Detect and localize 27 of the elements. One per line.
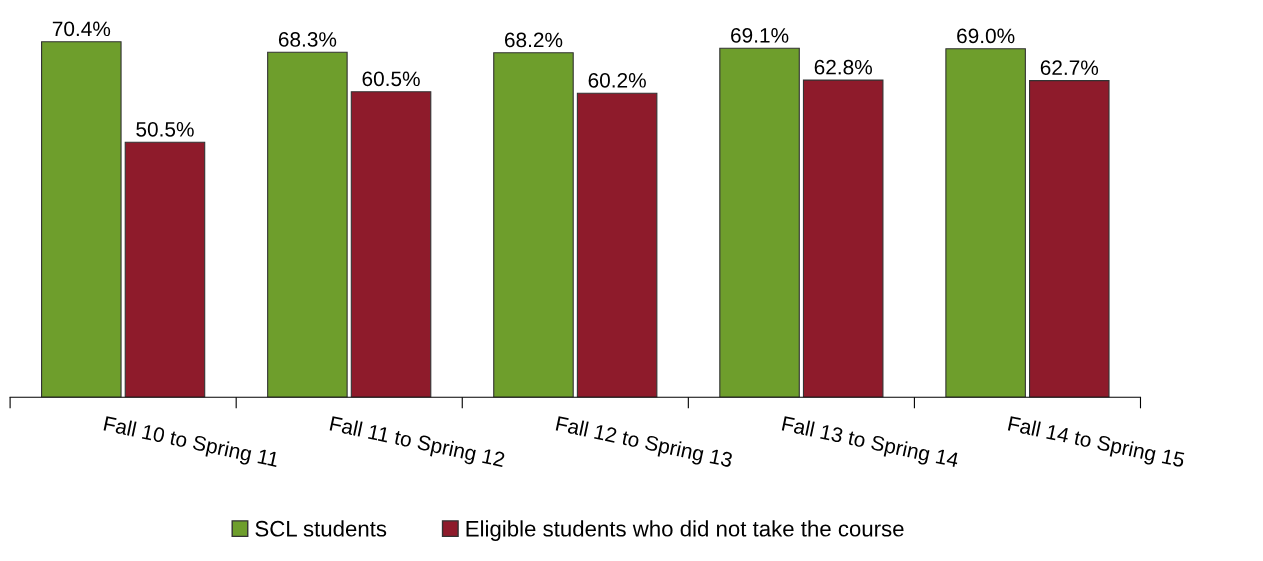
data-label: 62.7%: [1040, 60, 1099, 76]
bar: [719, 47, 800, 398]
data-label: 68.3%: [278, 32, 337, 47]
bar: [493, 52, 574, 398]
data-label: 60.2%: [588, 72, 646, 88]
data-label: 50.5%: [136, 121, 194, 137]
bar: [802, 79, 884, 398]
x-tick-label: Fall 13 to Spring 14: [780, 415, 960, 472]
legend-label: SCL students: [255, 520, 387, 537]
x-tick-label: Fall 11 to Spring 12: [328, 415, 506, 472]
data-label: 68.2%: [505, 32, 563, 48]
data-label: 62.8%: [814, 59, 872, 75]
bar: [945, 48, 1026, 398]
bar: [1028, 80, 1110, 398]
x-tick-label: Fall 14 to Spring 15: [1007, 415, 1186, 472]
data-label: 60.5%: [362, 71, 420, 87]
bar: [124, 141, 206, 398]
data-label: 69.0%: [957, 28, 1015, 44]
bar: [267, 51, 348, 398]
legend-label: Eligible students who did not take the course: [466, 520, 904, 541]
bar: [350, 91, 432, 398]
data-label: 69.1%: [731, 28, 789, 43]
bar: [576, 92, 658, 398]
data-label: 70.4%: [52, 21, 111, 37]
x-tick-label: Fall 12 to Spring 13: [554, 415, 734, 472]
bar: [41, 41, 122, 398]
x-tick-label: Fall 10 to Spring 11: [102, 415, 280, 472]
